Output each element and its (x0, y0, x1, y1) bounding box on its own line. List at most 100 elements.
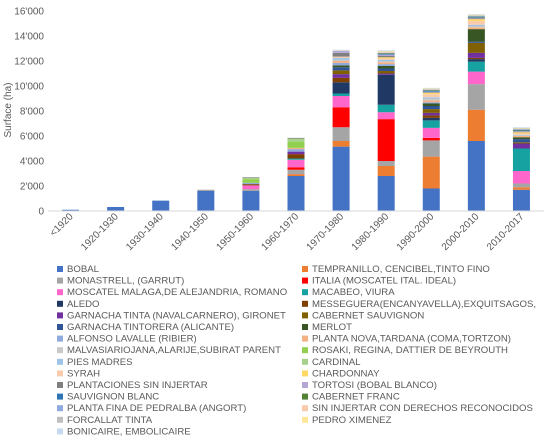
bar-segment (332, 93, 350, 96)
legend-swatch (57, 358, 63, 365)
bar-segment (467, 15, 485, 17)
legend-item: GARNACHA TINTORERA (ALICANTE) (57, 322, 234, 333)
bar-segment (512, 129, 530, 130)
bar-segment (422, 127, 440, 138)
bar-segment (377, 51, 395, 53)
legend-swatch (302, 335, 308, 342)
bar-segment (377, 54, 395, 56)
bar-segment (287, 137, 305, 139)
x-tick-label: 1940-1950 (169, 211, 211, 253)
bar-segment (377, 64, 395, 67)
x-tick-label: 1970-1980 (305, 211, 347, 253)
bar-stack (332, 49, 350, 212)
legend: BOBAL TEMPRANILLO, CENCIBEL,TINTO FINO MON… (57, 264, 536, 437)
bar-segment (242, 177, 260, 178)
bar-segment (422, 102, 440, 104)
bar-segment (332, 127, 350, 141)
bar-segment (422, 92, 440, 93)
bar-segment (512, 148, 530, 171)
bar-segment (422, 140, 440, 157)
bar-segment (332, 96, 350, 108)
bar-segment (377, 68, 395, 71)
bar-stack (242, 177, 260, 211)
legend-item: CABERNET FRANC (302, 392, 400, 403)
bar-segment (422, 100, 440, 103)
legend-item: ITALIA (MOSCATEL ITAL. IDEAL) (302, 276, 456, 287)
bars (62, 14, 530, 212)
bar-segment (467, 17, 485, 19)
y-tick-label: 14'000 (14, 32, 44, 43)
bar-segment (332, 70, 350, 75)
bar-segment (377, 161, 395, 166)
legend-swatch (57, 347, 63, 354)
y-tick-label: 12'000 (14, 57, 44, 68)
bar-segment (467, 26, 485, 28)
bar-segment (332, 50, 350, 52)
legend-item: MOSCATEL MALAGA,DE ALEJANDRIA, ROMANO (57, 287, 287, 298)
bar-segment (467, 16, 485, 18)
bar-segment (377, 71, 395, 74)
bar-segment (377, 54, 395, 55)
legend-item: CABERNET SAUVIGNON (302, 310, 424, 321)
bar-segment (422, 137, 440, 141)
legend-swatch (57, 416, 63, 423)
legend-swatch (57, 393, 63, 400)
bar-segment (467, 84, 485, 110)
legend-label: CABERNET SAUVIGNON (312, 310, 424, 321)
bar-segment (422, 156, 440, 189)
bar-segment (422, 109, 440, 113)
legend-item: MACABEO, VIURA (302, 287, 395, 298)
bar-segment (512, 187, 530, 190)
bar-segment (467, 17, 485, 18)
bar-segment (377, 61, 395, 63)
bar-segment (197, 189, 215, 191)
y-tick-label: 0 (38, 207, 44, 218)
bar-segment (242, 177, 260, 180)
bar-segment (512, 133, 530, 135)
bar-segment (62, 209, 80, 211)
y-tick-label: 6'000 (20, 132, 45, 143)
bar-segment (377, 57, 395, 59)
legend-label: ALFONSO LAVALLE (RIBIER) (67, 334, 197, 345)
bar-segment (422, 90, 440, 92)
legend-item: PLANTA FINA DE PEDRALBA (ANGORT) (57, 403, 246, 414)
legend-label: GARNACHA TINTORERA (ALICANTE) (67, 322, 234, 333)
legend-label: ITALIA (MOSCATEL ITAL. IDEAL) (312, 276, 456, 287)
legend-swatch (57, 266, 63, 272)
bar-segment (242, 185, 260, 190)
bar-segment (512, 137, 530, 140)
bar-segment (332, 77, 350, 83)
legend-label: ROSAKI, REGINA, DATTIER DE BEYROUTH (312, 345, 508, 356)
bar-segment (422, 188, 440, 211)
legend-label: MOSCATEL MALAGA,DE ALEJANDRIA, ROMANO (67, 287, 287, 298)
bar-segment (377, 59, 395, 61)
bar-segment (467, 14, 485, 15)
bar-segment (512, 136, 530, 138)
legend-label: PLANTA NOVA,TARDANA (COMA,TORTZON) (312, 334, 511, 345)
legend-label: PLANTA FINA DE PEDRALBA (ANGORT) (67, 403, 246, 414)
y-tick-label: 10'000 (14, 82, 44, 93)
legend-swatch (302, 393, 308, 400)
legend-item: MESSEGUERA(ENCANYAVELLA),EXQUITSAGOS, (302, 299, 536, 310)
legend-label: CABERNET FRANC (312, 392, 400, 403)
bar-segment (332, 146, 350, 212)
bar-segment (422, 94, 440, 98)
x-tick-label: 1930-1940 (124, 211, 166, 253)
bar-segment (287, 159, 305, 168)
bar-segment (377, 66, 395, 69)
bar-segment (332, 82, 350, 94)
legend-swatch (57, 428, 63, 435)
bar-segment (287, 158, 305, 160)
legend-swatch (302, 266, 308, 272)
legend-swatch (302, 347, 308, 354)
x-tick-label: <1920 (48, 211, 76, 239)
legend-item: SAUVIGNON BLANC (57, 392, 159, 403)
bar-segment (332, 61, 350, 63)
bar-segment (422, 117, 440, 121)
bar-segment (197, 191, 215, 211)
bar-segment (377, 166, 395, 176)
legend-swatch (57, 289, 63, 296)
legend-label: BOBAL (67, 264, 100, 275)
bar-segment (512, 142, 530, 144)
bar-segment (242, 189, 260, 192)
